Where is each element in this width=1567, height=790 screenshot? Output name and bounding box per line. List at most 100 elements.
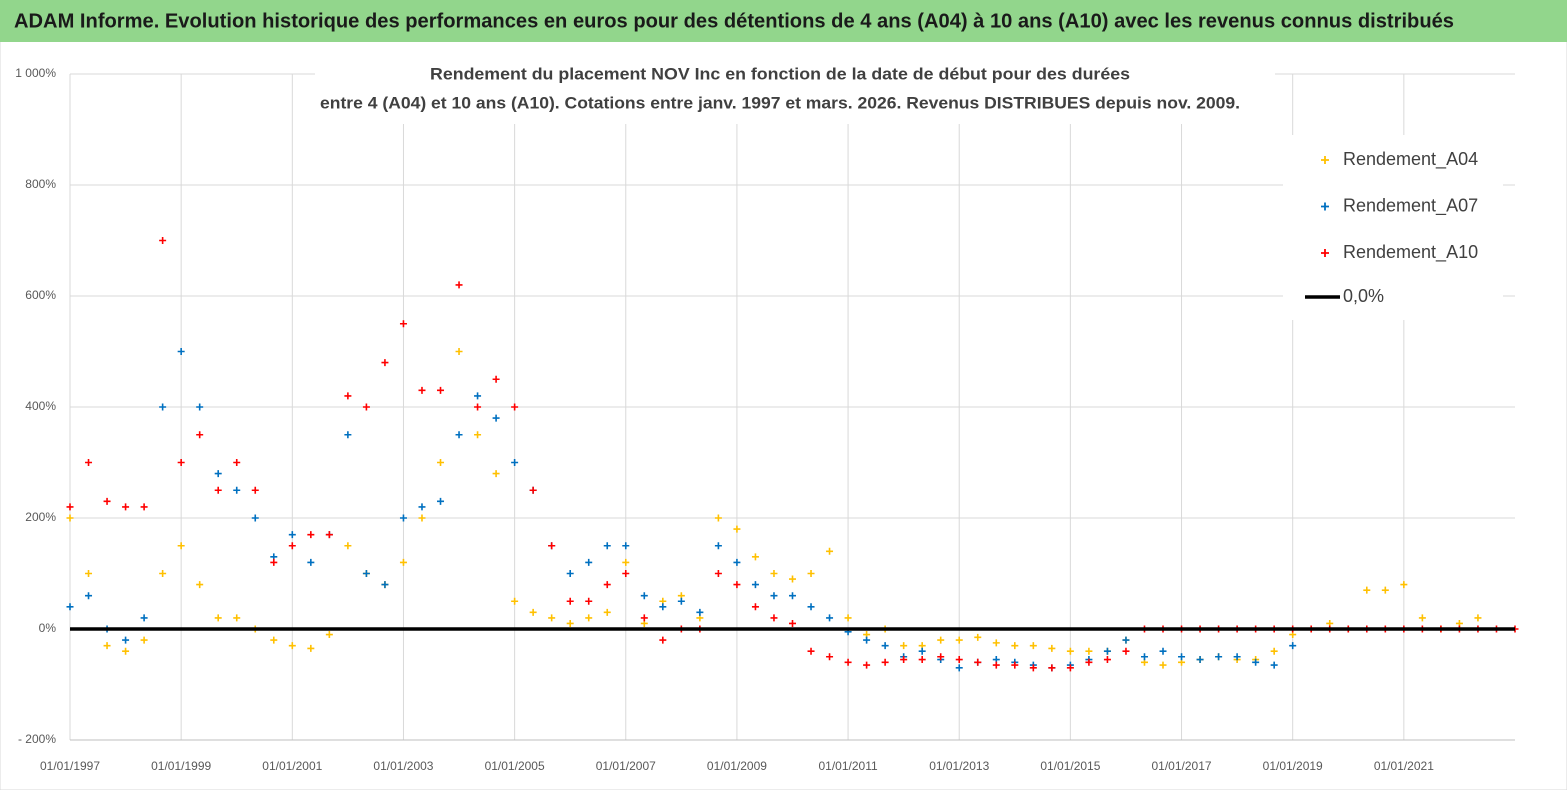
data-point [140, 614, 148, 622]
legend-marker [1321, 249, 1329, 257]
data-point [344, 431, 352, 439]
data-point [566, 597, 574, 605]
legend-box [1283, 135, 1503, 320]
data-point [399, 514, 407, 522]
data-point [492, 470, 500, 478]
data-point [714, 570, 722, 577]
data-point [511, 597, 519, 605]
data-point [196, 403, 204, 411]
data-point [66, 603, 74, 611]
data-point [381, 359, 389, 367]
legend-marker [1321, 202, 1329, 211]
data-point [177, 542, 185, 550]
chart-title: entre 4 (A04) et 10 ans (A10). Cotations… [320, 93, 1240, 112]
data-point [159, 237, 167, 244]
data-point [566, 570, 574, 577]
data-point [548, 614, 556, 622]
data-point [863, 661, 871, 669]
data-point [789, 592, 796, 600]
x-tick-label: 01/01/1997 [40, 759, 100, 773]
data-point [288, 531, 296, 539]
legend-label: Rendement_A04 [1343, 149, 1478, 170]
data-point [640, 614, 648, 622]
data-point [529, 608, 537, 616]
data-point [418, 386, 426, 394]
data-point [140, 503, 148, 511]
data-point [1066, 647, 1074, 655]
data-point [807, 570, 815, 577]
data-point [751, 581, 759, 589]
data-point [381, 581, 389, 589]
data-point [455, 281, 463, 289]
data-point [474, 392, 482, 400]
data-point [918, 647, 926, 655]
data-point [1289, 642, 1297, 650]
data-point [270, 636, 278, 644]
data-point [418, 503, 426, 511]
data-point [288, 642, 296, 650]
data-point [844, 614, 852, 622]
data-point [770, 614, 778, 622]
data-point [622, 558, 630, 566]
data-point [622, 542, 630, 550]
data-point [233, 486, 241, 494]
data-point [585, 597, 593, 605]
legend-label: Rendement_A07 [1343, 195, 1478, 216]
data-point [844, 658, 852, 666]
data-point [603, 542, 611, 550]
x-tick-label: 01/01/2021 [1374, 759, 1434, 773]
data-point [1066, 664, 1074, 672]
data-point [733, 581, 741, 589]
data-point [789, 575, 796, 583]
x-tick-label: 01/01/2013 [929, 759, 989, 773]
data-point [66, 514, 74, 522]
header-bar [0, 0, 1567, 42]
data-point [437, 386, 445, 394]
data-point [1103, 647, 1111, 655]
data-point [881, 642, 889, 650]
data-point [677, 597, 685, 605]
legend-label: Rendement_A10 [1343, 242, 1478, 263]
data-point [177, 459, 185, 466]
data-point [640, 592, 648, 600]
data-point [955, 656, 963, 664]
data-point [251, 514, 259, 522]
data-point [1048, 664, 1056, 672]
data-point [362, 403, 370, 411]
data-point [1252, 658, 1260, 666]
data-point [159, 570, 167, 577]
data-point [1400, 581, 1408, 589]
data-point [233, 614, 241, 622]
data-point [1270, 661, 1278, 669]
data-point [881, 658, 889, 666]
data-point [603, 608, 611, 616]
data-point [122, 636, 130, 644]
data-point [1159, 661, 1167, 669]
data-point [399, 320, 407, 328]
data-point [85, 459, 93, 466]
data-point [103, 642, 111, 650]
data-point [733, 525, 741, 533]
data-point [196, 581, 204, 589]
data-point [474, 431, 482, 439]
x-tick-label: 01/01/2009 [707, 759, 767, 773]
data-point [1029, 642, 1037, 650]
data-point [714, 514, 722, 522]
y-tick-label: 600% [25, 288, 56, 302]
data-point [770, 592, 778, 600]
data-point [214, 614, 222, 622]
data-point [344, 392, 352, 400]
data-point [918, 656, 926, 664]
data-point [1178, 653, 1186, 661]
x-tick-label: 01/01/2003 [373, 759, 433, 773]
data-point [751, 603, 759, 611]
y-tick-label: 400% [25, 399, 56, 413]
data-point [992, 661, 1000, 669]
data-point [177, 348, 185, 355]
data-point [900, 656, 908, 664]
x-tick-label: 01/01/2005 [485, 759, 545, 773]
data-point [659, 636, 667, 644]
data-point [603, 581, 611, 589]
y-tick-label: - 200% [18, 732, 56, 746]
data-point [270, 558, 278, 566]
